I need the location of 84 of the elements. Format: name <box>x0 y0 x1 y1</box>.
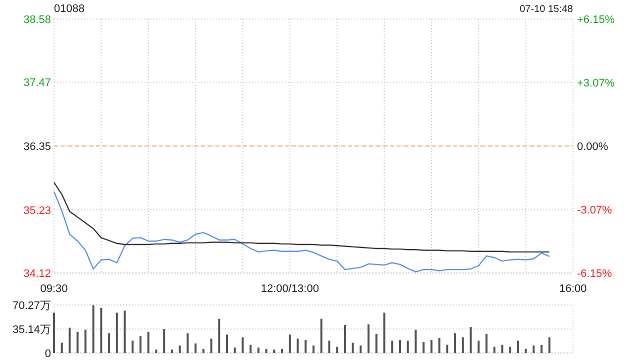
bar <box>336 346 338 353</box>
bar <box>155 350 158 353</box>
bar <box>132 340 134 353</box>
bar <box>53 312 55 353</box>
bar <box>210 338 212 353</box>
bar <box>478 340 480 353</box>
bar <box>320 318 322 353</box>
bar <box>234 348 236 353</box>
bar <box>430 340 432 353</box>
bar <box>446 344 448 353</box>
chart-title: 01088 <box>54 3 85 15</box>
bar <box>532 345 535 353</box>
bar <box>516 340 519 353</box>
y2-tick-label: -3.07% <box>577 204 612 216</box>
bar <box>360 345 362 353</box>
bar <box>273 350 276 353</box>
bar <box>92 305 94 353</box>
y-tick-label: 36.35 <box>23 141 51 153</box>
y2-tick-label: 0.00% <box>577 141 608 153</box>
bar <box>163 329 166 353</box>
bar <box>194 343 197 353</box>
bar <box>328 340 330 353</box>
bar <box>391 340 394 353</box>
bar <box>312 345 314 353</box>
bar <box>383 312 386 353</box>
line-series <box>53 182 550 253</box>
bar <box>281 348 284 353</box>
bar <box>548 337 550 353</box>
bar <box>406 340 409 353</box>
bar <box>422 342 425 353</box>
bar <box>68 328 71 353</box>
bar <box>265 348 268 353</box>
y2-tick-label: +3.07% <box>577 78 615 90</box>
bar <box>462 337 464 353</box>
bar <box>147 332 150 353</box>
bar <box>486 334 488 353</box>
bar <box>501 344 504 353</box>
bar <box>218 318 220 353</box>
bar <box>454 333 456 353</box>
bar <box>344 324 346 353</box>
bar <box>524 348 527 353</box>
y2-tick-label: +6.15% <box>577 14 615 26</box>
y-tick-label: 70.27万 <box>12 300 51 312</box>
bar <box>60 342 63 353</box>
x-tick-label: 09:30 <box>40 283 68 295</box>
bar <box>100 308 102 353</box>
line-series <box>53 190 550 272</box>
x-tick-label: 16:00 <box>559 283 587 295</box>
bar <box>375 334 378 353</box>
bar <box>226 334 228 353</box>
bar <box>509 346 512 353</box>
bar <box>140 336 142 353</box>
bar <box>368 324 370 353</box>
bar <box>414 330 417 353</box>
bar <box>288 334 291 353</box>
bar <box>352 342 354 353</box>
bar <box>242 337 244 353</box>
y-tick-label: 35.23 <box>23 204 51 217</box>
bar <box>76 332 79 353</box>
bar <box>202 348 204 353</box>
bar <box>257 348 260 353</box>
y-tick-label: 37.47 <box>23 77 51 90</box>
bar <box>186 333 189 353</box>
bar <box>170 350 173 353</box>
bar <box>178 345 181 353</box>
bar <box>84 330 86 353</box>
y-tick-label: 35.14万 <box>12 324 51 336</box>
bar <box>493 346 496 353</box>
bar <box>304 340 307 353</box>
y-tick-label: 38.58 <box>23 14 51 26</box>
chart-subtitle: 07-10 15:48 <box>520 4 574 15</box>
bar <box>296 338 299 353</box>
y-tick-label: 34.12 <box>23 268 51 280</box>
x-tick-label: 12:00/13:00 <box>260 283 319 295</box>
bar <box>116 312 118 353</box>
bar <box>438 338 440 353</box>
bar <box>124 310 126 353</box>
bar <box>470 327 472 353</box>
bar <box>399 340 401 353</box>
bar <box>108 333 110 353</box>
bar <box>250 344 252 353</box>
y2-tick-label: -6.15% <box>577 268 612 280</box>
bar <box>540 344 543 353</box>
y-tick-label: 0 <box>44 348 51 360</box>
